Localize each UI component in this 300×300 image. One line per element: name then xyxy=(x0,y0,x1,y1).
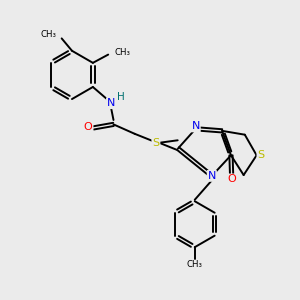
Text: S: S xyxy=(152,138,160,148)
Text: N: N xyxy=(208,171,216,181)
Text: O: O xyxy=(228,174,236,184)
Text: CH₃: CH₃ xyxy=(40,30,56,39)
Text: N: N xyxy=(107,98,115,108)
Text: N: N xyxy=(191,122,200,131)
Text: O: O xyxy=(84,122,92,132)
Text: H: H xyxy=(117,92,124,102)
Text: CH₃: CH₃ xyxy=(115,48,131,57)
Text: CH₃: CH₃ xyxy=(187,260,203,269)
Text: S: S xyxy=(257,150,265,160)
